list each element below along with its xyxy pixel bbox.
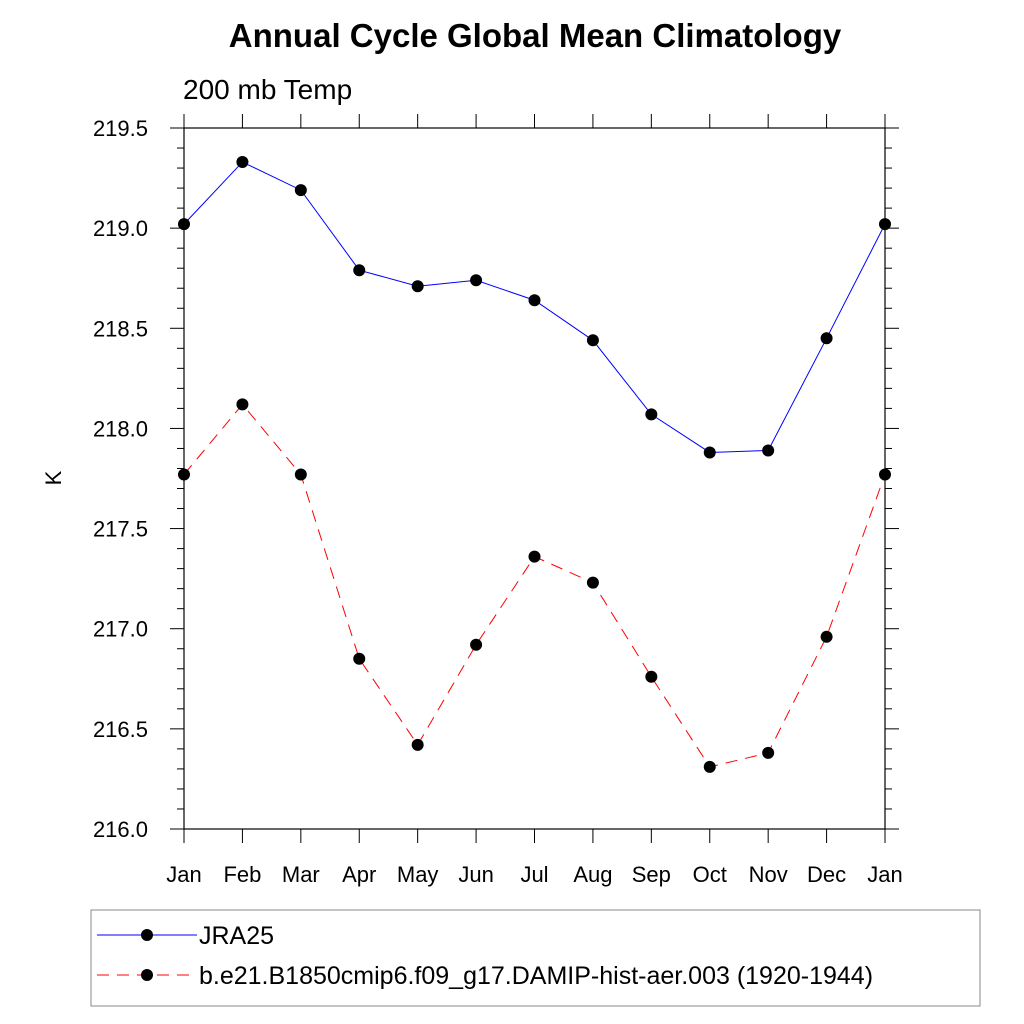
plot-frame bbox=[183, 127, 886, 830]
legend: JRA25 b.e21.B1850cmip6.f09_g17.DAMIP-his… bbox=[90, 909, 981, 1007]
data-point-s1-4 bbox=[411, 738, 424, 751]
x-tick-label: Dec bbox=[807, 862, 846, 887]
data-point-s0-1 bbox=[236, 156, 249, 169]
data-point-s1-1 bbox=[236, 398, 249, 411]
legend-box bbox=[90, 909, 981, 1007]
legend-marker-model bbox=[141, 969, 153, 981]
legend-label-jra25: JRA25 bbox=[199, 922, 274, 950]
x-tick-label: Feb bbox=[223, 862, 261, 887]
x-tick-label: May bbox=[397, 862, 439, 887]
data-point-s1-6 bbox=[528, 550, 541, 563]
data-point-s0-2 bbox=[294, 184, 307, 197]
data-point-s0-11 bbox=[820, 332, 833, 345]
y-tick-label: 219.0 bbox=[93, 216, 148, 241]
data-point-s0-3 bbox=[353, 264, 366, 277]
y-tick-label: 217.5 bbox=[93, 517, 148, 542]
series-layer bbox=[178, 156, 891, 773]
data-point-s0-8 bbox=[645, 408, 658, 421]
data-point-s0-6 bbox=[528, 294, 541, 307]
data-point-s1-0 bbox=[178, 468, 190, 481]
y-tick-label: 219.5 bbox=[93, 116, 148, 141]
series-line-1 bbox=[183, 403, 886, 768]
data-point-s1-8 bbox=[645, 670, 658, 683]
data-point-s1-9 bbox=[703, 760, 716, 773]
y-axis-label: K bbox=[41, 470, 66, 485]
y-tick-label: 218.5 bbox=[93, 316, 148, 341]
data-point-s1-3 bbox=[353, 652, 366, 665]
data-point-s0-10 bbox=[762, 444, 775, 457]
x-tick-label: Jan bbox=[867, 862, 902, 887]
data-point-s1-7 bbox=[586, 576, 599, 589]
y-tick-label: 216.0 bbox=[93, 817, 148, 842]
data-point-s0-5 bbox=[470, 274, 483, 287]
data-point-s0-12 bbox=[879, 218, 891, 231]
y-tick-label: 218.0 bbox=[93, 416, 148, 441]
x-tick-label: Mar bbox=[282, 862, 320, 887]
data-point-s0-0 bbox=[178, 218, 190, 231]
legend-marker-jra25 bbox=[141, 929, 153, 941]
data-point-s0-4 bbox=[411, 280, 424, 293]
y-tick-label: 216.5 bbox=[93, 717, 148, 742]
data-point-s1-12 bbox=[879, 468, 891, 481]
x-tick-label: Sep bbox=[632, 862, 671, 887]
x-tick-label: Nov bbox=[749, 862, 788, 887]
x-tick-label: Aug bbox=[573, 862, 612, 887]
x-tick-label: Apr bbox=[342, 862, 376, 887]
x-tick-label: Jun bbox=[458, 862, 493, 887]
plot-axes: 216.0 216.5 217.0 217.5 218.0 218.5 219.0 219.5… bbox=[93, 114, 903, 887]
x-tick-label: Jul bbox=[520, 862, 548, 887]
x-tick-label: Oct bbox=[693, 862, 727, 887]
series-line-0 bbox=[183, 161, 886, 453]
chart-subtitle: 200 mb Temp bbox=[183, 74, 352, 105]
y-tick-label: 217.0 bbox=[93, 617, 148, 642]
legend-label-model: b.e21.B1850cmip6.f09_g17.DAMIP-hist-aer.… bbox=[199, 962, 873, 990]
data-point-s0-9 bbox=[703, 446, 716, 459]
x-tick-label: Jan bbox=[166, 862, 201, 887]
data-point-s0-7 bbox=[586, 334, 599, 347]
data-point-s1-2 bbox=[294, 468, 307, 481]
data-point-s1-10 bbox=[762, 746, 775, 759]
data-point-s1-5 bbox=[470, 638, 483, 651]
data-point-s1-11 bbox=[820, 630, 833, 643]
chart-title: Annual Cycle Global Mean Climatology bbox=[229, 17, 842, 54]
